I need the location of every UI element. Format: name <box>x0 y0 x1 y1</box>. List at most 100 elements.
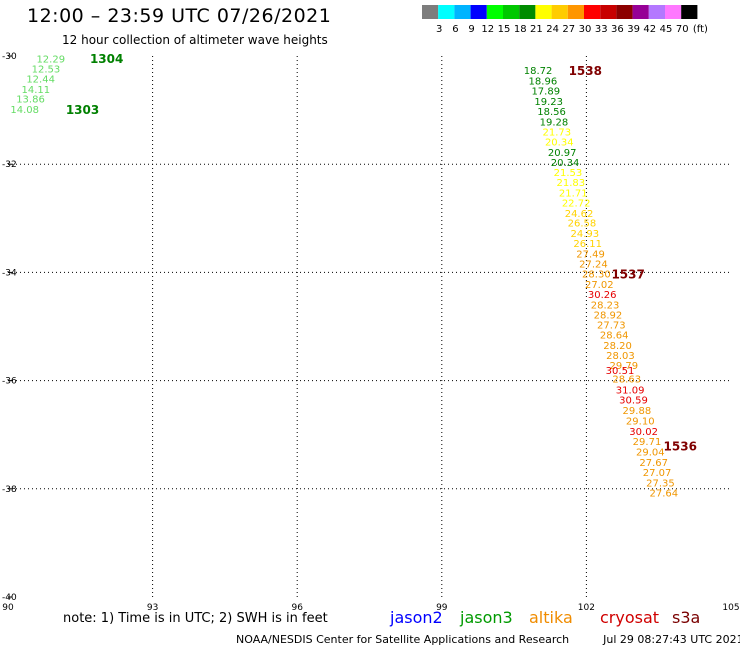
x-tick-label: 99 <box>436 603 448 613</box>
color-scale-label: 24 <box>546 24 559 35</box>
wave-height-label: 29.71 <box>633 437 662 448</box>
wave-height-label: 29.88 <box>623 406 652 417</box>
wave-height-label: 28.20 <box>603 341 632 352</box>
color-scale-swatch <box>567 5 584 19</box>
wave-height-label: 29.79 <box>610 361 639 372</box>
wave-height-label: 27.02 <box>585 280 614 291</box>
y-tick-label: -38 <box>2 485 17 495</box>
wave-height-label: 29.10 <box>626 417 655 428</box>
wave-height-label: 27.49 <box>576 249 605 260</box>
color-scale-swatch <box>438 5 455 19</box>
color-scale-label: 15 <box>498 24 511 35</box>
y-tick-label: -40 <box>2 593 17 603</box>
wave-height-label: 22.72 <box>562 199 591 210</box>
color-scale-swatch <box>616 5 633 19</box>
x-tick-label: 96 <box>291 603 303 613</box>
wave-height-label: 28.03 <box>606 351 635 362</box>
wave-height-label: 26.11 <box>573 239 602 250</box>
wave-height-label: 21.83 <box>557 178 586 189</box>
wave-height-label: 21.73 <box>543 128 572 139</box>
color-scale-legend: 3 6 9 12 15 18 21 24 27 30 33 36 39 42 45 70 (ft) <box>422 5 708 35</box>
note-text: note: 1) Time is in UTC; 2) SWH is in fe… <box>63 611 328 626</box>
legend-jason2: jason2 <box>390 608 443 627</box>
wave-height-label: 30.02 <box>629 427 658 438</box>
wave-height-label: 19.28 <box>540 117 569 128</box>
wave-height-label: 21.53 <box>554 168 583 179</box>
wave-height-label: 28.92 <box>594 311 623 322</box>
page-subtitle: 12 hour collection of altimeter wave hei… <box>62 33 328 47</box>
wave-height-label: 30.59 <box>619 396 648 407</box>
color-scale-swatch <box>584 5 601 19</box>
wave-height-label: 27.35 <box>646 478 675 489</box>
time-label: 1304 <box>90 52 123 66</box>
x-tick-label: 102 <box>578 603 595 613</box>
wave-height-label: 20.34 <box>545 137 574 148</box>
color-scale-swatch <box>632 5 649 19</box>
color-scale-swatch <box>503 5 520 19</box>
color-scale-label: 12 <box>481 24 494 35</box>
legend-jason3: jason3 <box>460 608 513 627</box>
wave-height-label: 28.64 <box>600 331 629 342</box>
wave-height-label: 17.89 <box>531 87 560 98</box>
color-scale-swatch <box>551 5 568 19</box>
color-scale-swatch <box>665 5 682 19</box>
color-scale-swatch <box>454 5 471 19</box>
color-scale-swatch <box>600 5 617 19</box>
legend-s3a: s3a <box>672 608 701 627</box>
time-label: 1536 <box>664 440 697 454</box>
color-scale-swatch <box>470 5 487 19</box>
time-label: 1303 <box>66 103 99 117</box>
color-scale-unit: (ft) <box>693 24 708 35</box>
wave-height-label: 27.67 <box>639 458 668 469</box>
color-scale-swatch <box>535 5 552 19</box>
wave-height-label: 27.24 <box>579 260 608 271</box>
color-scale-label: 45 <box>660 24 673 35</box>
wave-height-label: 14.11 <box>21 85 50 96</box>
wave-height-label: 18.56 <box>537 107 566 118</box>
footer: NOAA/NESDIS Center for Satellite Applica… <box>236 633 740 646</box>
time-label: 1537 <box>611 267 644 281</box>
wave-height-label: 27.64 <box>650 489 679 500</box>
page-title: 12:00 – 23:59 UTC 07/26/2021 <box>27 5 332 27</box>
color-scale-label: 70 <box>676 24 689 35</box>
color-scale-swatch <box>486 5 503 19</box>
color-scale-label: 9 <box>468 24 474 35</box>
legend-cryosat: cryosat <box>600 608 660 627</box>
wave-height-label: 26.58 <box>568 219 597 230</box>
wave-height-label: 27.07 <box>643 468 672 479</box>
color-scale-label: 42 <box>643 24 656 35</box>
color-scale-label: 21 <box>530 24 543 35</box>
color-scale-label: 18 <box>514 24 527 35</box>
y-tick-label: -36 <box>2 377 17 387</box>
time-label: 1538 <box>569 64 602 78</box>
wave-height-label: 13.86 <box>16 95 45 106</box>
legend-altika: altika <box>529 608 573 627</box>
wave-height-label: 29.04 <box>636 447 665 458</box>
color-scale-swatch <box>648 5 665 19</box>
wave-height-label: 20.97 <box>548 148 577 159</box>
wave-height-label: 28.30 <box>582 269 611 280</box>
color-scale-label: 39 <box>627 24 640 35</box>
footer-timestamp: Jul 29 08:27:43 UTC 2021 <box>603 633 740 646</box>
wave-height-label: 12.44 <box>26 75 55 86</box>
color-scale-swatch <box>519 5 536 19</box>
wave-height-label: 12.29 <box>36 55 65 66</box>
wave-height-label: 21.71 <box>559 188 588 199</box>
color-scale-label: 33 <box>595 24 608 35</box>
wave-height-label: 24.62 <box>565 209 594 220</box>
color-scale-label: 36 <box>611 24 624 35</box>
wave-height-label: 24.93 <box>570 229 599 240</box>
x-tick-label: 105 <box>722 603 739 613</box>
color-scale-swatch <box>681 5 698 19</box>
color-scale-swatch <box>422 5 439 19</box>
wave-height-label: 19.23 <box>534 97 563 108</box>
color-scale-label: 27 <box>562 24 575 35</box>
y-tick-label: -34 <box>2 268 17 278</box>
wave-height-label: 18.72 <box>524 66 553 77</box>
color-scale-label: 6 <box>452 24 458 35</box>
x-tick-label: 90 <box>2 603 14 613</box>
y-tick-label: -30 <box>2 52 17 62</box>
wave-height-label: 31.09 <box>616 385 645 396</box>
wave-height-label: 30.51 <box>606 366 635 377</box>
